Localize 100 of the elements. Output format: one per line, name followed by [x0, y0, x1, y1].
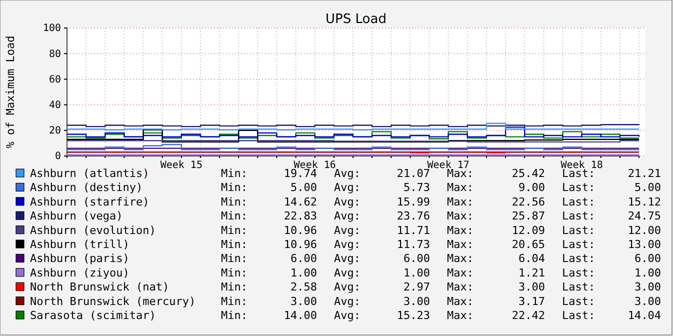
y-axis-title: % of Maximum Load — [4, 36, 17, 148]
text: 24.75 — [628, 210, 661, 223]
text: 3.00 — [634, 280, 661, 294]
text: Max: — [447, 309, 474, 322]
text: 3.00 — [290, 294, 317, 308]
legend-label: North Brunswick (nat) — [30, 280, 170, 294]
text: 10.96 — [284, 238, 317, 251]
text: 21.21 — [628, 167, 661, 180]
text: Last: — [562, 309, 596, 322]
text: Max: — [447, 294, 474, 308]
text: 1.21 — [518, 266, 545, 280]
text: 13.00 — [628, 238, 661, 251]
text: Last: — [562, 294, 596, 308]
legend-label: Ashburn (vega) — [30, 210, 123, 223]
legend-label: Ashburn (trill) — [30, 238, 130, 251]
text: Avg: — [334, 252, 360, 266]
text: 3.17 — [518, 294, 545, 308]
legend-label: Ashburn (atlantis) — [30, 167, 150, 180]
text: Max: — [447, 266, 474, 280]
text: 25.42 — [512, 167, 545, 180]
y-tick-label: 20 — [48, 126, 61, 137]
legend-label: Ashburn (ziyou) — [30, 266, 130, 280]
text: 5.00 — [290, 181, 317, 194]
text: 22.42 — [512, 309, 545, 322]
text: Min: — [221, 181, 248, 194]
legend-label: Sarasota (scimitar) — [30, 309, 156, 322]
text: Max: — [447, 195, 474, 208]
text: Min: — [221, 210, 248, 223]
text: Last: — [562, 280, 596, 294]
text: Last: — [562, 224, 596, 237]
text: Avg: — [334, 294, 360, 308]
text: 22.83 — [284, 210, 317, 223]
text: Min: — [221, 195, 248, 208]
text: 6.00 — [634, 252, 661, 266]
text: 2.97 — [404, 280, 430, 294]
text: Min: — [221, 266, 248, 280]
text: Min: — [221, 167, 248, 180]
text: Avg: — [334, 195, 360, 208]
y-tick-label: 80 — [48, 48, 61, 60]
text: 23.76 — [396, 210, 430, 223]
text: 14.00 — [284, 309, 317, 322]
y-tick-label: 100 — [42, 23, 61, 34]
text: Last: — [562, 210, 596, 223]
text: Min: — [221, 238, 248, 251]
text: 15.23 — [396, 309, 430, 322]
text: 15.12 — [628, 195, 661, 208]
legend-label: North Brunswick (mercury) — [30, 294, 196, 308]
text: Min: — [221, 224, 248, 237]
text: Max: — [447, 280, 474, 294]
text: Max: — [447, 181, 474, 194]
text: 2.58 — [290, 280, 317, 294]
text: 5.73 — [404, 181, 430, 194]
text: 3.00 — [634, 294, 661, 308]
text: 14.04 — [628, 309, 662, 322]
text: Min: — [221, 280, 248, 294]
text: 6.00 — [404, 252, 430, 266]
text: 11.73 — [396, 238, 430, 251]
text: 6.04 — [518, 252, 546, 266]
text: 25.87 — [512, 210, 545, 223]
text: 12.00 — [628, 224, 661, 237]
text: 22.56 — [512, 195, 545, 208]
chart-title: UPS Load — [326, 12, 386, 27]
text: Last: — [562, 181, 596, 194]
text: Avg: — [334, 266, 360, 280]
text: Last: — [562, 195, 596, 208]
legend-label: Ashburn (destiny) — [30, 181, 143, 194]
legend-label: Ashburn (paris) — [30, 252, 130, 266]
y-tick-label: 40 — [48, 100, 61, 111]
text: Max: — [447, 224, 474, 237]
legend-label: Ashburn (evolution) — [30, 224, 156, 237]
text: 5.00 — [634, 181, 661, 194]
text: 1.00 — [634, 266, 661, 280]
text: 3.00 — [404, 294, 430, 308]
text: Avg: — [334, 238, 360, 251]
y-tick-label: 0 — [54, 151, 61, 162]
legend-label: Ashburn (starfire) — [30, 195, 150, 208]
text: Avg: — [334, 224, 360, 237]
text: 21.07 — [396, 167, 430, 180]
text: Avg: — [334, 210, 360, 223]
text: Min: — [221, 252, 248, 266]
y-tick-label: 60 — [48, 74, 61, 86]
text: 1.00 — [404, 266, 430, 280]
text: Last: — [562, 266, 596, 280]
text: Min: — [221, 294, 248, 308]
text: 14.62 — [284, 195, 317, 208]
text: Avg: — [334, 309, 360, 322]
text: 9.00 — [518, 181, 545, 194]
text: Max: — [447, 252, 474, 266]
text: 6.00 — [290, 252, 317, 266]
text: Avg: — [334, 181, 360, 194]
text: 10.96 — [284, 224, 317, 237]
text: Last: — [562, 167, 596, 180]
text: 15.99 — [396, 195, 430, 208]
text: 12.09 — [512, 224, 545, 237]
text: Min: — [221, 309, 248, 322]
text: Max: — [447, 238, 474, 251]
text: Max: — [447, 167, 474, 180]
text: Avg: — [334, 280, 360, 294]
text: 11.71 — [396, 224, 430, 237]
text: 20.65 — [512, 238, 545, 251]
